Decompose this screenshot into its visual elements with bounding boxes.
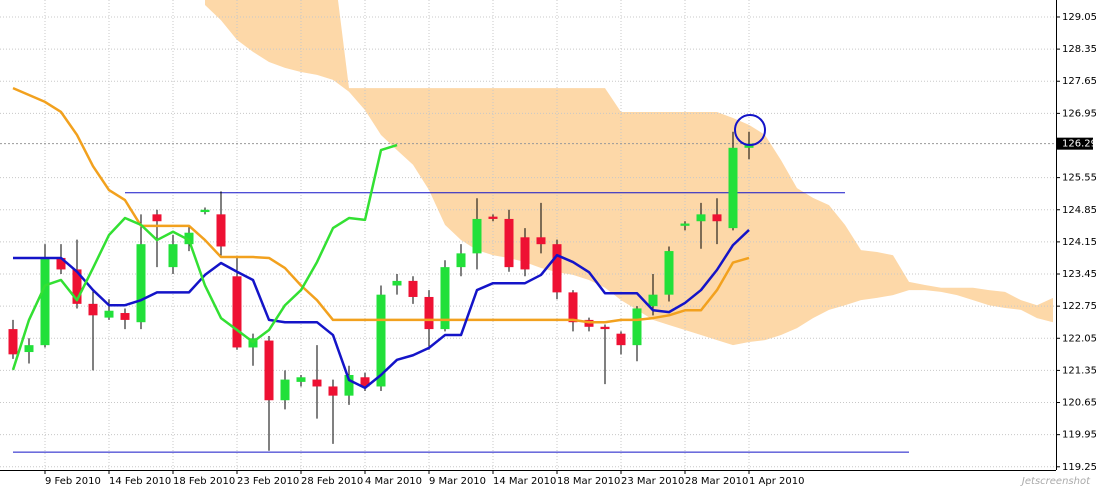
candle-body <box>8 329 18 355</box>
x-tick-label: 14 Mar 2010 <box>493 476 556 487</box>
marks-layer <box>0 86 1056 453</box>
candle-body <box>72 269 82 304</box>
candle-body <box>168 244 178 268</box>
indicator-line <box>11 143 398 371</box>
y-tick-label: 120.65 <box>1062 398 1096 409</box>
y-tick-label: 122.05 <box>1062 333 1096 344</box>
candle-body <box>376 294 386 387</box>
x-tick-label: 28 Mar 2010 <box>685 476 748 487</box>
y-tick-label: 124.85 <box>1062 205 1096 216</box>
y-tick-label: 129.05 <box>1062 12 1096 23</box>
candle-body <box>200 209 210 213</box>
y-tick-label: 126.95 <box>1062 108 1096 119</box>
candle-body <box>680 223 690 226</box>
indicator-line <box>13 229 750 390</box>
candle-body <box>184 232 194 245</box>
x-tick-label: 23 Mar 2010 <box>621 476 684 487</box>
x-tick-label: 18 Feb 2010 <box>173 476 235 487</box>
candle-body <box>328 386 338 396</box>
grid-layer <box>0 0 1056 470</box>
x-tick-label: 4 Mar 2010 <box>365 476 422 487</box>
candle-body <box>712 214 722 222</box>
candle-body <box>280 379 290 401</box>
candle-body <box>696 214 706 222</box>
y-tick-label: 128.35 <box>1062 44 1096 55</box>
candle-body <box>392 280 402 286</box>
last-price-label: 126.29 <box>1062 139 1096 150</box>
candle-body <box>616 333 626 346</box>
candle-body <box>728 147 738 229</box>
candle-body <box>312 379 322 387</box>
indicator-line <box>12 86 750 324</box>
x-tick-label: 14 Feb 2010 <box>109 476 171 487</box>
candle-body <box>264 340 274 401</box>
x-tick-label: 18 Mar 2010 <box>557 476 620 487</box>
cloud <box>205 0 1053 346</box>
candle-body <box>664 251 674 295</box>
x-tick-label: 9 Feb 2010 <box>45 476 101 487</box>
candle-body <box>424 296 434 330</box>
x-tick-label: 23 Feb 2010 <box>237 476 299 487</box>
candle-body <box>40 257 50 346</box>
candle-body <box>56 257 66 270</box>
candle-body <box>456 253 466 268</box>
y-tick-label: 123.45 <box>1062 269 1096 280</box>
candle-body <box>216 214 226 247</box>
candle-body <box>88 303 98 316</box>
candle-body <box>344 374 354 396</box>
candle-body <box>488 216 498 219</box>
candle-body <box>152 214 162 222</box>
y-tick-label: 121.35 <box>1062 365 1096 376</box>
candle-body <box>600 326 610 330</box>
annotation-circle <box>734 114 766 146</box>
candle-body <box>632 308 642 346</box>
y-tick-label: 119.25 <box>1062 462 1096 473</box>
watermark: Jetscreenshot <box>1020 476 1091 487</box>
candle-body <box>568 292 578 323</box>
candle-body <box>472 218 482 254</box>
candle-body <box>360 377 370 387</box>
last-price-box <box>1057 137 1093 150</box>
x-tick-label: 1 Apr 2010 <box>749 476 804 487</box>
cloud-layer <box>205 0 1053 346</box>
candle-body <box>408 280 418 297</box>
candle-body <box>520 237 530 270</box>
candle-body <box>440 267 450 330</box>
candle-body <box>136 244 146 323</box>
y-tick-label: 124.15 <box>1062 237 1096 248</box>
candle-body <box>104 310 114 318</box>
candle-body <box>232 276 242 348</box>
x-tick-label: 28 Feb 2010 <box>301 476 363 487</box>
y-tick-label: 119.95 <box>1062 430 1096 441</box>
candle-body <box>648 294 658 307</box>
y-tick-label: 127.65 <box>1062 76 1096 87</box>
x-tick-label: 9 Mar 2010 <box>429 476 486 487</box>
candle-body <box>296 377 306 382</box>
y-tick-label: 125.55 <box>1062 173 1096 184</box>
candle-body <box>504 218 514 268</box>
candle-body <box>24 345 34 353</box>
candle-body <box>120 313 130 320</box>
y-tick-label: 122.75 <box>1062 301 1096 312</box>
candle-body <box>552 244 562 293</box>
candle-body <box>536 237 546 245</box>
